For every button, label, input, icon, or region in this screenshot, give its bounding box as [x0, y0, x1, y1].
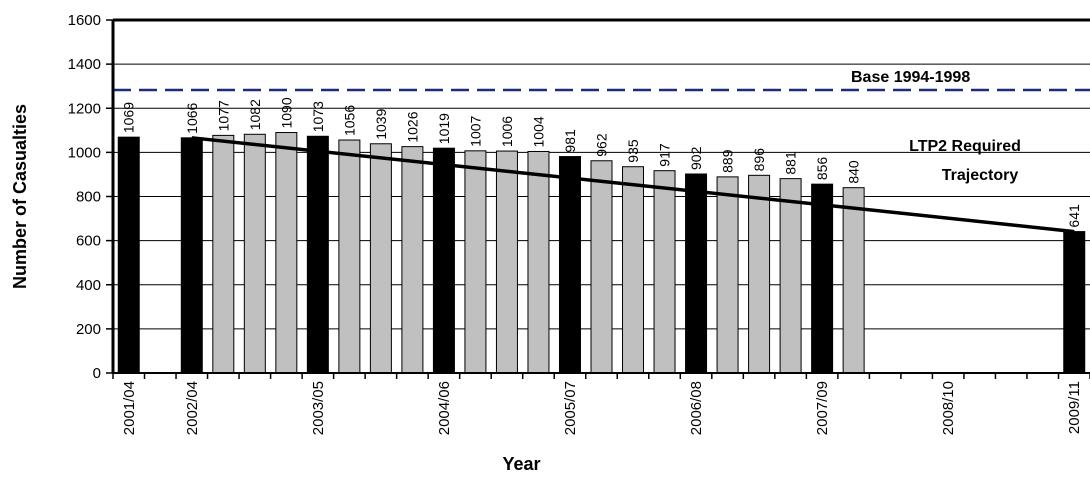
- bar: [716, 176, 739, 374]
- trajectory-line: [191, 136, 1075, 234]
- bar: [180, 137, 203, 374]
- x-tick-labels: 2001/04 2002/04 2003/05 2004/06 2005/07 2006/…: [121, 381, 1083, 435]
- bar-value-label: 856: [814, 157, 830, 181]
- bar-value-label: 1077: [215, 100, 231, 131]
- bar-value-label: 1073: [310, 101, 326, 132]
- bar-value-label: 1082: [247, 99, 263, 130]
- bar-value-label: 1006: [499, 116, 515, 147]
- bar: [1063, 231, 1086, 374]
- y-axis-title: Number of Casualties: [10, 104, 30, 289]
- bar: [811, 183, 834, 374]
- bar-value-label: 902: [688, 146, 704, 170]
- bar-value-label: 840: [846, 160, 862, 184]
- bar: [369, 143, 392, 374]
- bar: [653, 170, 676, 374]
- bar-value-label: 1039: [373, 108, 389, 139]
- bar: [495, 150, 518, 374]
- bar: [117, 136, 140, 374]
- bar: [622, 166, 645, 374]
- y-tick-label: 600: [76, 233, 101, 250]
- bar-value-label: 1090: [278, 97, 294, 128]
- bar: [748, 174, 771, 374]
- bars: [117, 132, 1086, 374]
- y-tick-labels: 0 200 400 600 800 1000 1200 1400 1600: [68, 12, 101, 382]
- x-tick-label: 2001/04: [121, 381, 138, 435]
- x-tick-label: 2004/06: [436, 381, 453, 435]
- x-tick-label: 2003/05: [310, 381, 327, 435]
- x-tick-label: 2006/08: [688, 381, 705, 435]
- bar-value-label: 1026: [404, 111, 420, 142]
- bar-value-label: 896: [751, 148, 767, 172]
- bar-value-label: 889: [720, 149, 736, 173]
- bar: [779, 178, 802, 374]
- bar: [243, 133, 266, 374]
- x-axis-title: Year: [502, 454, 540, 474]
- bar-value-label: 1004: [530, 116, 546, 147]
- bar: [590, 160, 613, 374]
- y-tick-label: 800: [76, 189, 101, 206]
- bar-value-label: 881: [783, 151, 799, 175]
- bar-value-label: 917: [657, 143, 673, 167]
- bar-value-label: 641: [1066, 204, 1082, 228]
- y-tick-label: 1000: [68, 144, 101, 161]
- y-tick-label: 1600: [68, 12, 101, 29]
- bar-value-label: 1069: [121, 102, 137, 133]
- x-tick-label: 2008/10: [940, 381, 957, 435]
- bar: [306, 135, 329, 374]
- bar-value-label: 1066: [184, 102, 200, 133]
- bar-value-label: 962: [594, 133, 610, 157]
- y-tick-label: 1200: [68, 100, 101, 117]
- bar-value-label: 1007: [467, 115, 483, 146]
- trajectory-label-line-2: Trajectory: [942, 167, 1019, 184]
- bar: [275, 132, 298, 374]
- y-tick-label: 200: [76, 321, 101, 338]
- bar-value-label: 981: [562, 129, 578, 153]
- bar: [432, 147, 455, 374]
- bar-value-label: 1019: [436, 113, 452, 144]
- y-tick-label: 400: [76, 277, 101, 294]
- bar: [527, 150, 550, 374]
- bar-value-labels: 1069 1066 1073 1019 981 902 856 641 1077 1082 1090…: [121, 97, 1082, 227]
- y-tick-label: 1400: [68, 56, 101, 73]
- bar-value-label: 935: [625, 139, 641, 163]
- x-tick-label: 2005/07: [562, 381, 579, 435]
- bar: [558, 156, 581, 374]
- trajectory-label-line-1: LTP2 Required: [909, 138, 1021, 155]
- x-tick-label: 2009/11: [1066, 381, 1083, 434]
- y-tick-label: 0: [93, 365, 101, 382]
- bar: [212, 134, 235, 374]
- x-tick-label: 2002/04: [184, 381, 201, 435]
- x-tick-label: 2007/09: [814, 381, 831, 435]
- bar: [338, 139, 361, 374]
- bar: [401, 146, 424, 374]
- bar: [464, 150, 487, 374]
- bar-value-label: 1056: [341, 105, 357, 136]
- base-reference-label: Base 1994-1998: [851, 69, 970, 86]
- bar: [685, 173, 708, 374]
- axes: [106, 18, 1090, 379]
- bar: [842, 187, 865, 374]
